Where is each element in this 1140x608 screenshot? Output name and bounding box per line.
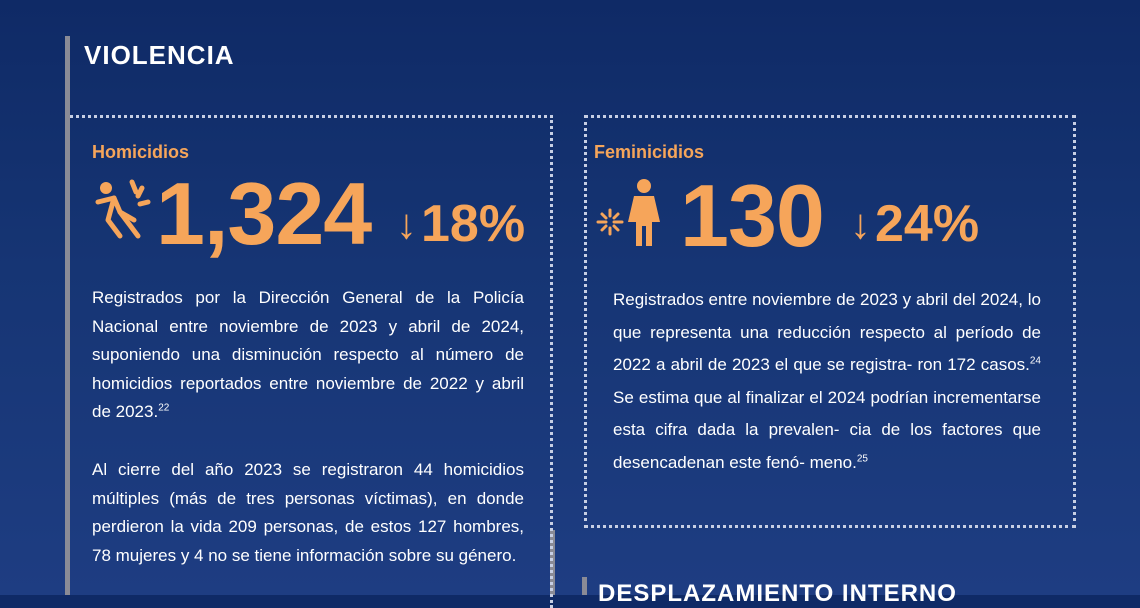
next-section-accent-bar <box>582 577 587 595</box>
feminicidios-paragraph-text-a: Registrados entre noviembre de 2023 y ab… <box>613 290 1041 374</box>
homicidios-dotted-frame <box>70 115 553 608</box>
feminicidios-dotted-frame <box>584 115 1076 528</box>
footnote-ref[interactable]: 25 <box>856 452 868 464</box>
falling-person-icon <box>92 176 152 251</box>
homicidios-change-value: 18% <box>421 195 526 253</box>
feminicidios-paragraph: Registrados entre noviembre de 2023 y ab… <box>613 284 1041 479</box>
footnote-ref[interactable]: 22 <box>158 402 170 414</box>
feminicidios-change-value: 24% <box>875 195 980 253</box>
feminicidios-value: 130 <box>680 166 825 265</box>
section-title: VIOLENCIA <box>84 40 235 70</box>
homicidios-value: 1,324 <box>156 164 372 263</box>
woman-impact-icon <box>594 176 666 253</box>
section-accent-bar <box>65 36 70 595</box>
feminicidios-change: ↓ 24% <box>850 198 979 250</box>
feminicidios-label: Feminicidios <box>594 142 705 162</box>
footnote-ref[interactable]: 24 <box>1029 355 1041 367</box>
homicidios-paragraph-1-text: Registrados por la Dirección General de … <box>92 288 524 421</box>
homicidios-paragraph-1: Registrados por la Dirección General de … <box>92 284 524 427</box>
down-arrow-icon: ↓ <box>396 200 417 247</box>
feminicidios-paragraph-text-b: Se estima que al finalizar el 2024 podrí… <box>613 387 1041 472</box>
next-section-title: DESPLAZAMIENTO INTERNO <box>598 580 957 607</box>
homicidios-label: Homicidios <box>92 142 190 162</box>
down-arrow-icon: ↓ <box>850 200 871 247</box>
homicidios-paragraph-2: Al cierre del año 2023 se registraron 44… <box>92 460 524 565</box>
homicidios-change: ↓ 18% <box>396 198 525 250</box>
